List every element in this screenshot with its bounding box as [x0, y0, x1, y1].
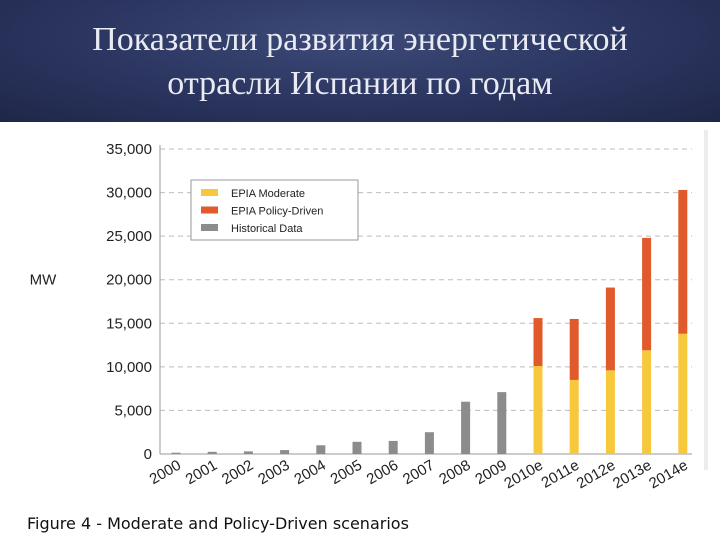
y-tick-label: 0 [144, 446, 152, 463]
bar-policy-driven-2013e [642, 237, 652, 351]
bar-historical-2006 [388, 440, 398, 454]
slide-edge-divider [704, 130, 708, 470]
legend-label: EPIA Moderate [231, 188, 305, 200]
y-tick-label: 30,000 [106, 185, 152, 202]
bar-historical-2000 [171, 452, 181, 454]
y-axis-label: MW [30, 272, 57, 289]
y-tick-label: 20,000 [106, 272, 152, 289]
bar-historical-2002 [243, 451, 253, 454]
legend-swatch [201, 189, 218, 196]
legend-swatch [201, 206, 218, 214]
x-tick-label: 2002 [219, 457, 256, 488]
bar-policy-driven-2011e [569, 318, 579, 380]
bar-moderate-2012e [605, 370, 615, 454]
bar-historical-2005 [352, 441, 362, 454]
bar-historical-2007 [424, 432, 434, 454]
y-tick-label: 10,000 [106, 359, 152, 376]
x-tick-label: 2010e [501, 457, 546, 493]
legend-swatch [201, 224, 218, 231]
x-tick-label: 2003 [255, 457, 292, 488]
figure-caption: Figure 4 - Moderate and Policy-Driven sc… [27, 514, 409, 533]
bar-historical-2009 [497, 392, 507, 454]
x-tick-label: 2007 [400, 457, 437, 488]
bar-historical-2008 [461, 401, 471, 454]
bar-moderate-2011e [569, 379, 579, 454]
slide-title-line-1: Показатели развития энергетической [92, 21, 628, 58]
legend-label: EPIA Policy-Driven [231, 206, 323, 218]
x-tick-label: 2001 [183, 457, 220, 488]
bar-policy-driven-2012e [605, 287, 615, 371]
bar-historical-2003 [280, 450, 290, 454]
x-tick-label: 2012e [574, 457, 619, 493]
y-tick-label: 25,000 [106, 228, 152, 245]
x-tick-label: 2011e [539, 457, 583, 492]
x-tick-label: 2013e [610, 457, 655, 493]
bar-policy-driven-2010e [533, 318, 543, 366]
x-tick-label: 2004 [291, 457, 328, 488]
x-tick-label: 2006 [364, 457, 401, 488]
legend-box [190, 179, 359, 241]
y-tick-label: 5,000 [114, 402, 152, 419]
x-tick-label: 2005 [328, 457, 365, 488]
bar-moderate-2010e [533, 365, 543, 454]
bar-policy-driven-2014e [678, 189, 688, 334]
x-tick-label: 2000 [147, 457, 184, 488]
y-tick-label: 15,000 [106, 315, 152, 332]
bar-moderate-2013e [642, 350, 652, 454]
bar-moderate-2014e [678, 333, 688, 454]
chart-area: 0 5,000 10,000 15,000 20,000 25,000 30,000 35,0… [0, 122, 720, 540]
bar-historical-2004 [316, 445, 326, 454]
legend-label: Historical Data [231, 223, 303, 235]
y-tick-label: 35,000 [106, 141, 152, 158]
slide-title-line-2: отрасли Испании по годам [167, 65, 553, 102]
x-tick-label: 2008 [436, 457, 473, 488]
slide-title: Показатели развития энергетической отрас… [0, 18, 720, 106]
bar-chart: 0 5,000 10,000 15,000 20,000 25,000 30,000 35,0… [30, 141, 692, 493]
slide-header: Показатели развития энергетической отрас… [0, 0, 720, 122]
x-tick-label: 2014e [646, 457, 691, 493]
bar-historical-2001 [207, 451, 217, 454]
